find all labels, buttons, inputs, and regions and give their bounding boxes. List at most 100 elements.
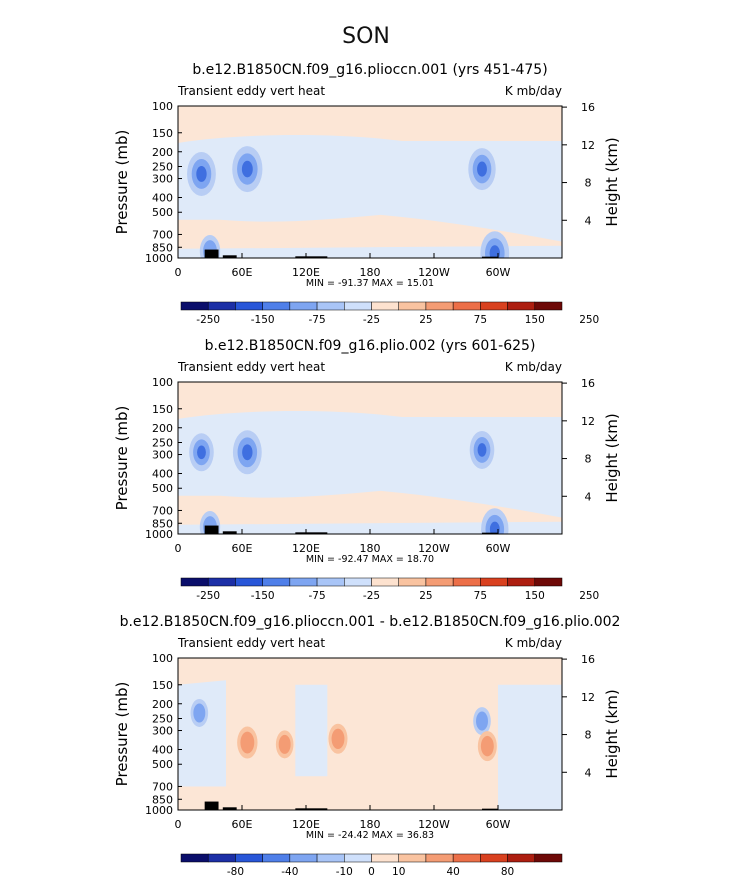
colorbar-box — [425, 577, 454, 587]
min-max-stats: MIN = -24.42 MAX = 36.83 — [306, 830, 434, 841]
topography-4 — [482, 808, 498, 810]
chart-panel-3: b.e12.B1850CN.f09_g16.plioccn.001 - b.e1… — [113, 614, 621, 878]
height-tick-label: 16 — [581, 653, 595, 666]
panel-subtitle-left: Transient eddy vert heat — [177, 636, 325, 650]
y-tick-label: 200 — [152, 698, 173, 711]
colorbar-box — [507, 301, 536, 311]
y-tick-label: 700 — [152, 780, 173, 793]
x-tick-label: 60W — [486, 542, 511, 555]
y-tick-label: 850 — [152, 517, 173, 530]
colorbar-label: 40 — [446, 866, 459, 878]
height-tick-label: 16 — [581, 101, 595, 114]
colorbar-box — [452, 577, 481, 587]
colorbar-label: 75 — [474, 590, 487, 602]
x-tick-label: 120E — [292, 266, 320, 279]
x-tick-label: 120W — [418, 818, 450, 831]
negative-feature-2-level-3 — [241, 160, 253, 178]
colorbar-label: -80 — [227, 866, 244, 878]
chart-panel-2: b.e12.B1850CN.f09_g16.plio.002 (yrs 601-… — [113, 338, 621, 602]
topography-3 — [295, 532, 328, 534]
y-tick-label: 400 — [152, 192, 173, 205]
y-tick-label: 300 — [152, 449, 173, 462]
height-tick-label: 4 — [585, 490, 592, 503]
colorbar-box — [371, 301, 399, 311]
y-tick-label: 1000 — [145, 252, 173, 265]
colorbar-box — [207, 301, 236, 311]
colorbar-box — [371, 577, 399, 587]
panel-title: b.e12.B1850CN.f09_g16.plioccn.001 - b.e1… — [120, 614, 621, 630]
colorbar-box — [316, 577, 345, 587]
colorbar-box — [452, 301, 481, 311]
height-tick-label: 12 — [581, 139, 595, 152]
y-tick-label: 1000 — [145, 804, 173, 817]
y-tick-label: 400 — [152, 468, 173, 481]
negative-feature-1-level-2 — [193, 703, 206, 723]
colorbar-label: 150 — [525, 590, 545, 602]
season-title: SON — [342, 24, 390, 49]
panel-units: K mb/day — [505, 84, 562, 98]
panel-title: b.e12.B1850CN.f09_g16.plioccn.001 (yrs 4… — [192, 62, 547, 78]
topography-3 — [295, 808, 328, 810]
colorbar-label: 0 — [368, 866, 375, 878]
colorbar-box — [371, 853, 399, 863]
y-axis-label-right: Height (km) — [603, 137, 621, 226]
colorbar-box — [289, 853, 318, 863]
colorbar-label: 250 — [579, 590, 599, 602]
negative-region — [178, 411, 562, 518]
colorbar-label: -25 — [363, 590, 380, 602]
y-axis-label-right: Height (km) — [603, 689, 621, 778]
colorbar-box — [534, 301, 563, 311]
y-tick-label: 250 — [152, 160, 173, 173]
colorbar-box — [235, 577, 263, 587]
negative-feature-5-level-2 — [476, 711, 488, 731]
x-tick-label: 120W — [418, 266, 450, 279]
topography-2 — [222, 255, 237, 258]
chart-panel-1: b.e12.B1850CN.f09_g16.plioccn.001 (yrs 4… — [113, 62, 621, 326]
colorbar-box — [480, 853, 508, 863]
min-max-stats: MIN = -92.47 MAX = 18.70 — [306, 554, 434, 565]
x-tick-label: 120W — [418, 542, 450, 555]
colorbar-label: 250 — [579, 314, 599, 326]
panel-subtitle-left: Transient eddy vert heat — [177, 360, 325, 374]
colorbar-box — [398, 577, 427, 587]
height-tick-label: 4 — [585, 214, 592, 227]
x-tick-label: 0 — [175, 818, 182, 831]
colorbar-box — [207, 853, 236, 863]
y-tick-label: 500 — [152, 758, 173, 771]
y-tick-label: 500 — [152, 206, 173, 219]
panel-title: b.e12.B1850CN.f09_g16.plio.002 (yrs 601-… — [205, 338, 536, 354]
y-tick-label: 850 — [152, 793, 173, 806]
x-tick-label: 180 — [360, 542, 381, 555]
negative-feature-3-level-3 — [477, 443, 487, 457]
topography-3 — [295, 256, 328, 258]
panels: b.e12.B1850CN.f09_g16.plioccn.001 (yrs 4… — [113, 62, 621, 878]
colorbar-label: -250 — [196, 314, 220, 326]
colorbar-label: -75 — [308, 590, 325, 602]
colorbar-box — [534, 577, 563, 587]
y-axis-label: Pressure (mb) — [113, 406, 131, 511]
contour-field — [178, 106, 562, 258]
colorbar-box — [507, 577, 536, 587]
y-tick-label: 300 — [152, 725, 173, 738]
contour-field — [178, 382, 562, 534]
x-tick-label: 60W — [486, 818, 511, 831]
colorbar-label: 150 — [525, 314, 545, 326]
y-tick-label: 250 — [152, 436, 173, 449]
y-tick-label: 400 — [152, 744, 173, 757]
negative-feature-2-level-3 — [242, 444, 253, 461]
colorbar-box — [452, 853, 481, 863]
positive-feature-2-level-2 — [240, 731, 255, 754]
negative-region — [498, 684, 562, 810]
colorbar-label: -25 — [363, 314, 380, 326]
colorbar-box — [480, 577, 508, 587]
colorbar-box — [207, 577, 236, 587]
colorbar-box — [344, 301, 372, 311]
colorbar-box — [180, 577, 209, 587]
y-axis-label: Pressure (mb) — [113, 682, 131, 787]
min-max-stats: MIN = -91.37 MAX = 15.01 — [306, 278, 434, 289]
colorbar-box — [289, 577, 318, 587]
positive-feature-4-level-2 — [331, 728, 345, 749]
y-tick-label: 1000 — [145, 528, 173, 541]
x-tick-label: 120E — [292, 818, 320, 831]
y-axis-label: Pressure (mb) — [113, 130, 131, 235]
